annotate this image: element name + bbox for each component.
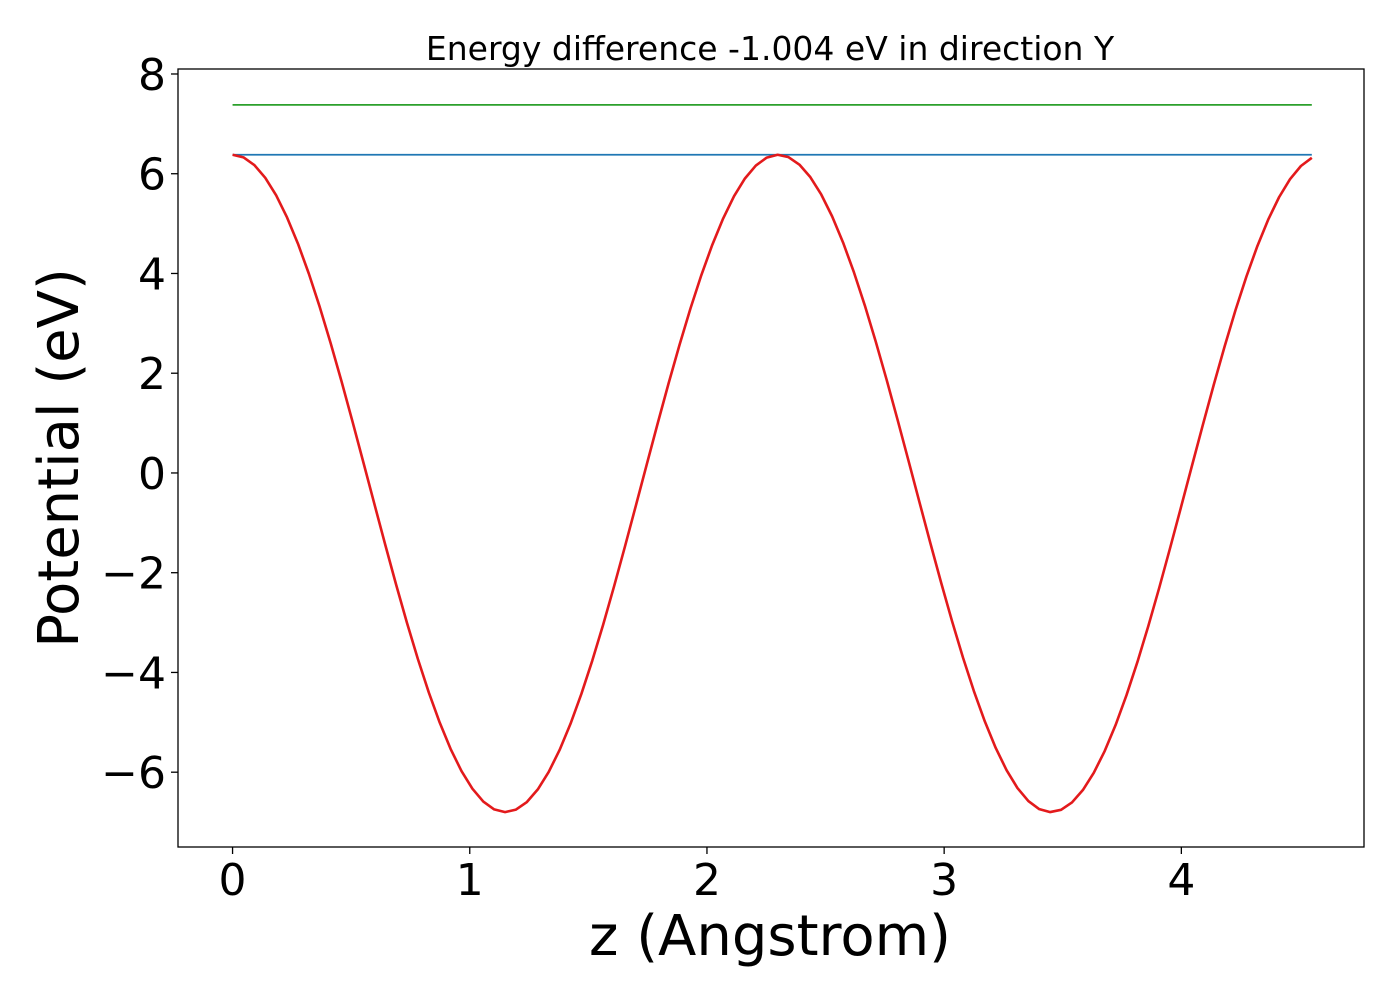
x-tick-label: 4 xyxy=(1167,855,1195,906)
y-tick-label: 2 xyxy=(138,349,166,400)
y-tick-label: 0 xyxy=(138,449,166,500)
y-tick-label: 8 xyxy=(138,50,166,101)
y-axis-ticks: −6 −4 −2 0 2 4 6 8 xyxy=(101,50,178,799)
x-tick-label: 3 xyxy=(930,855,958,906)
y-axis-label: Potential (eV) xyxy=(27,268,92,648)
x-axis-ticks: 0 1 2 3 4 xyxy=(219,847,1195,906)
x-tick-label: 1 xyxy=(456,855,484,906)
plot-series-group xyxy=(232,104,1313,814)
x-tick-label: 0 xyxy=(219,855,247,906)
series-line-2 xyxy=(232,153,1313,814)
y-tick-label: −4 xyxy=(101,648,166,699)
y-tick-label: 6 xyxy=(138,150,166,201)
plot-frame xyxy=(177,68,1365,848)
y-tick-label: −6 xyxy=(101,748,166,799)
y-tick-label: 4 xyxy=(138,249,166,300)
x-tick-label: 2 xyxy=(693,855,721,906)
y-tick-label: −2 xyxy=(101,549,166,600)
x-axis-label: z (Angstrom) xyxy=(589,904,951,969)
chart-title: Energy difference -1.004 eV in direction… xyxy=(426,29,1115,68)
